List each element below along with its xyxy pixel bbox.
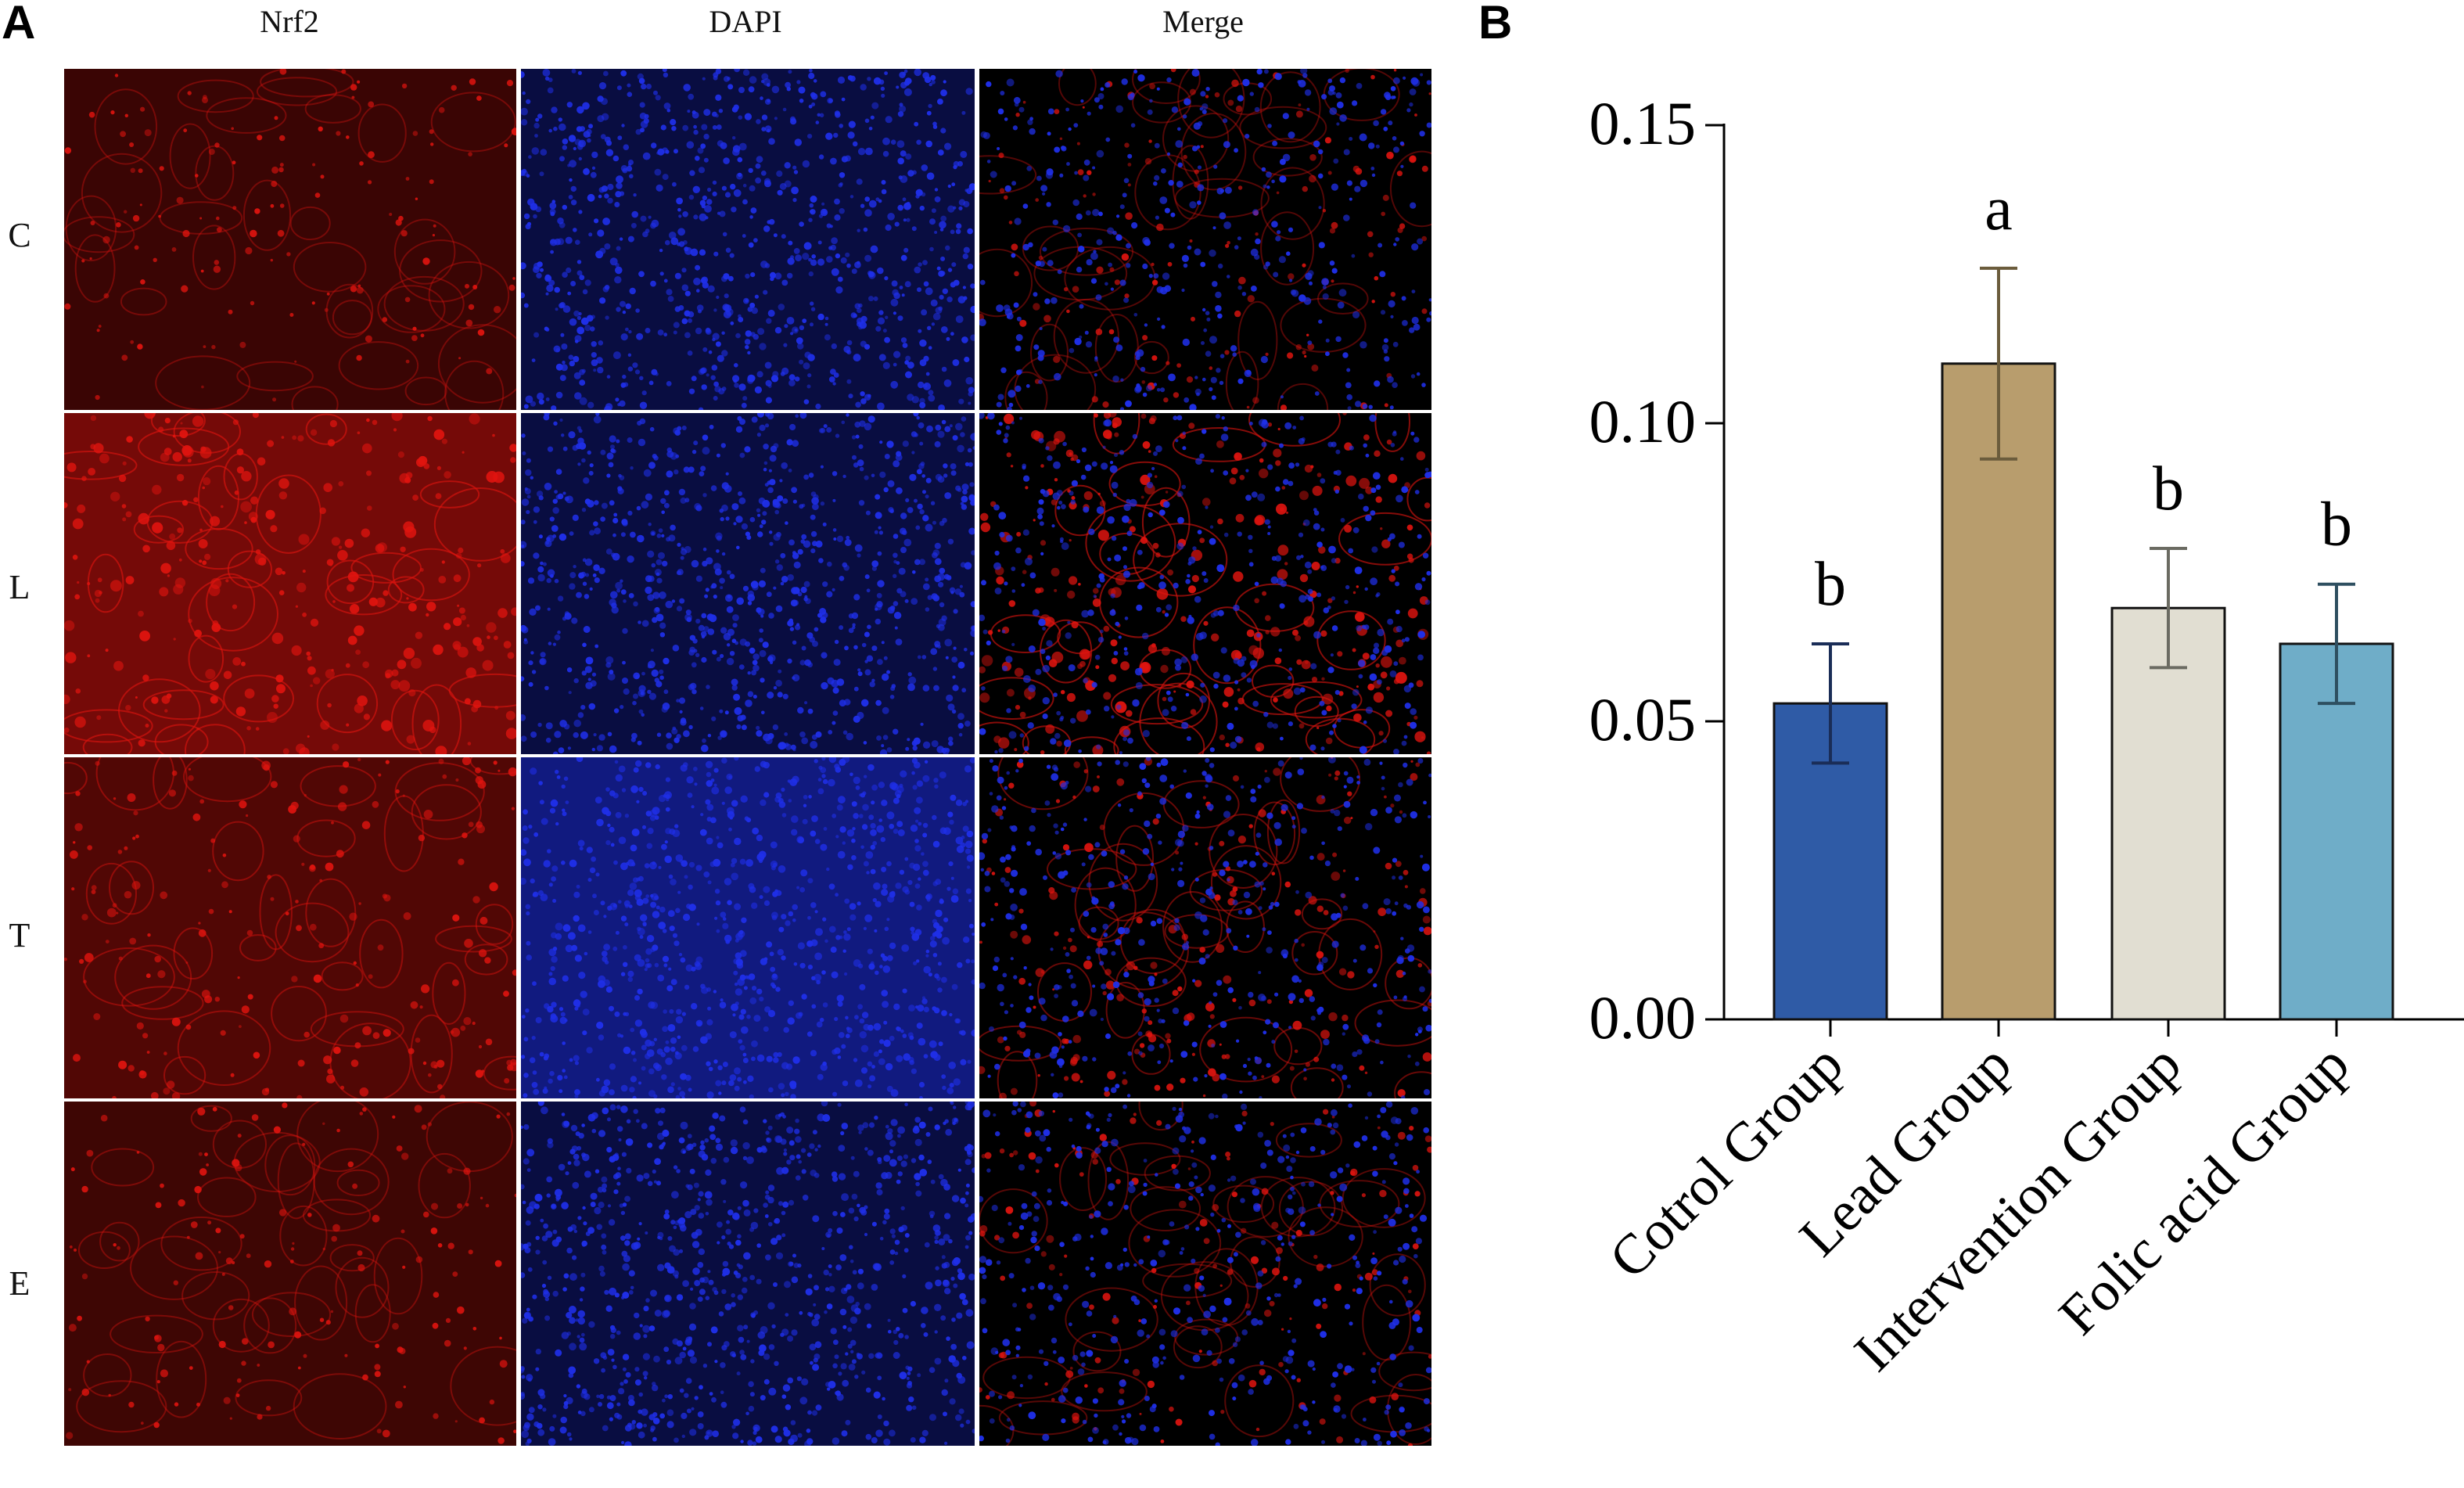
y-tick-label: 0.15 bbox=[1589, 89, 1697, 157]
micrograph-dapi-e bbox=[521, 1102, 975, 1446]
significance-label-1: b bbox=[1815, 550, 1846, 619]
column-header-nrf2: Nrf2 bbox=[260, 4, 319, 39]
significance-label-2: a bbox=[1984, 174, 2013, 243]
x-tick-label-4: Folic acid Group bbox=[2047, 1033, 2362, 1347]
y-tick-label: 0.10 bbox=[1589, 387, 1697, 455]
micrograph-nrf2-c bbox=[64, 69, 516, 410]
micrograph-merge-t bbox=[979, 757, 1431, 1098]
significance-label-4: b bbox=[2321, 491, 2352, 559]
bar-3 bbox=[2110, 606, 2226, 1021]
row-label-e: E bbox=[9, 1264, 31, 1303]
row-label-c: C bbox=[8, 216, 31, 254]
micrograph-dapi-c bbox=[521, 69, 975, 410]
panel-a-letter: A bbox=[2, 0, 36, 49]
y-tick-label: 0.00 bbox=[1589, 983, 1697, 1051]
bar-4 bbox=[2279, 642, 2394, 1021]
micrograph-dapi-l bbox=[521, 413, 975, 754]
row-label-l: L bbox=[9, 568, 31, 606]
micrograph-dapi-t bbox=[521, 757, 975, 1098]
micrograph-nrf2-e bbox=[64, 1102, 516, 1446]
micrograph-merge-l bbox=[979, 413, 1431, 754]
significance-label-3: b bbox=[2153, 455, 2184, 523]
bar-2 bbox=[1941, 362, 2056, 1021]
column-header-merge: Merge bbox=[1162, 4, 1244, 39]
row-label-t: T bbox=[9, 916, 31, 954]
x-tick-label-3: Intervention Group bbox=[1842, 1033, 2193, 1383]
micrograph-merge-c bbox=[979, 69, 1431, 410]
y-tick-label: 0.05 bbox=[1589, 685, 1697, 753]
panel-b-letter: B bbox=[1478, 0, 1513, 49]
micrograph-nrf2-l bbox=[64, 413, 516, 754]
micrograph-nrf2-t bbox=[64, 757, 516, 1098]
micrograph-merge-e bbox=[979, 1102, 1431, 1446]
column-header-dapi: DAPI bbox=[709, 4, 782, 39]
bar-chart: 0.000.050.100.15Nrf2 IOD/AreabCotrol Gro… bbox=[1589, 89, 2464, 1383]
